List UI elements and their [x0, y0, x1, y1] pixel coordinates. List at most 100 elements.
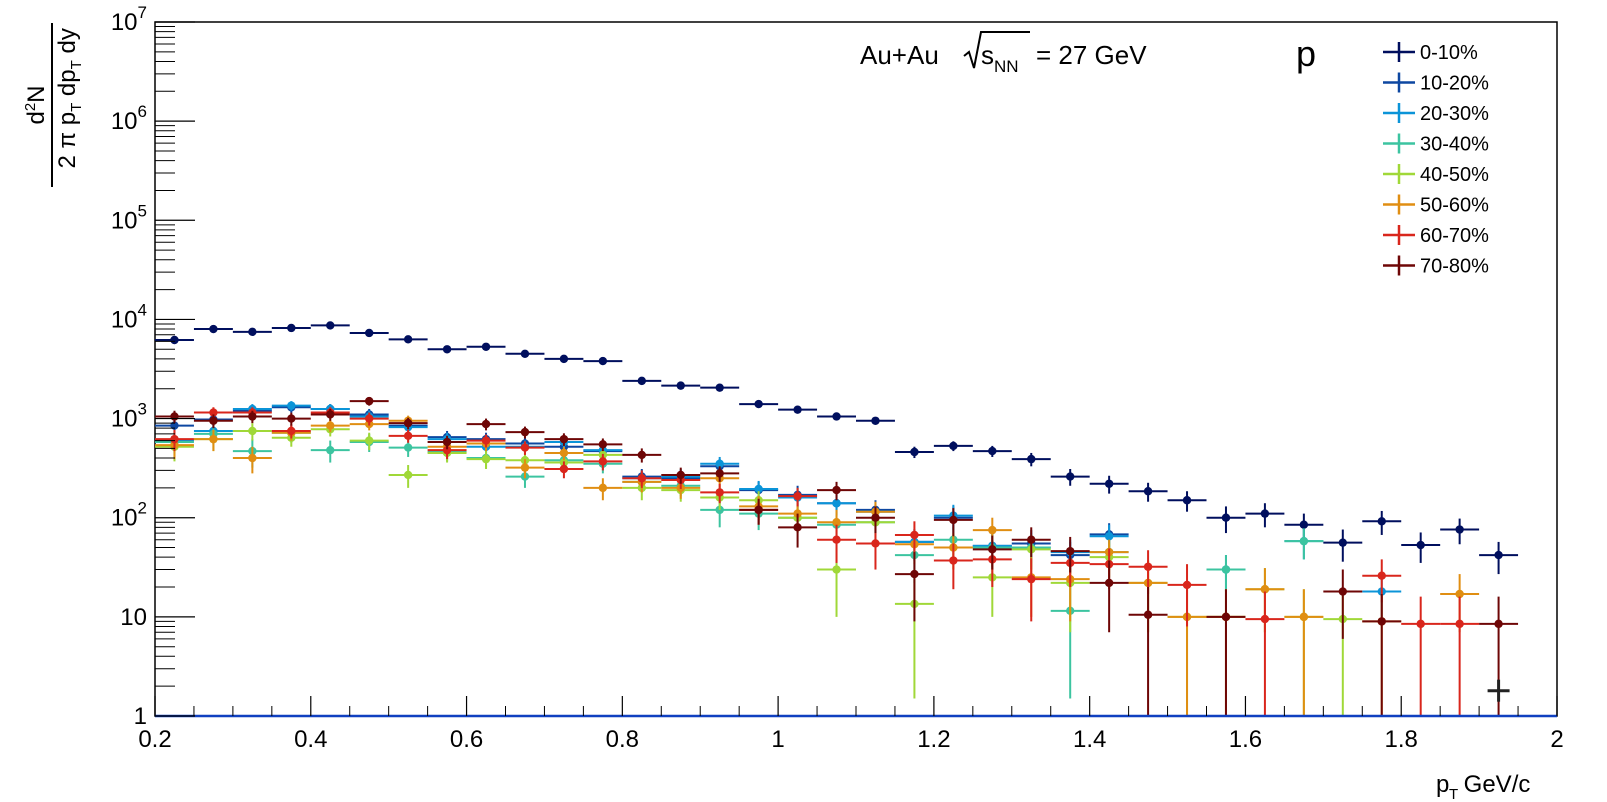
y-title-den-mid: dp	[54, 69, 81, 102]
data-point	[637, 376, 647, 386]
data-point	[326, 421, 335, 430]
data-point	[1338, 538, 1348, 547]
data-point	[248, 412, 257, 421]
data-point	[715, 488, 724, 497]
x-axis-title: p T GeV/c	[1436, 771, 1530, 802]
y-tick-exp: 2	[138, 499, 147, 518]
data-point	[1377, 571, 1386, 580]
data-point	[832, 535, 841, 544]
data-point	[287, 401, 296, 410]
data-point	[832, 499, 841, 508]
data-point	[871, 416, 880, 425]
y-tick-base: 10	[111, 207, 138, 234]
data-point	[832, 412, 841, 421]
data-point	[676, 470, 685, 480]
y-tick-base: 10	[111, 306, 138, 333]
data-point	[481, 342, 491, 351]
data-point	[910, 530, 919, 540]
data-point	[248, 426, 257, 436]
data-point	[832, 518, 841, 527]
series-40-50%	[155, 423, 1363, 716]
legend: 0-10% 10-20% 20-30% 30-40% 40-50% 50-60% 60-70…	[1383, 42, 1489, 278]
svg-text:d2N: d2N	[22, 85, 50, 124]
y-tick-base: 10	[111, 9, 138, 36]
energy-s: s	[981, 40, 994, 70]
data-point	[1416, 619, 1425, 629]
svg-text:2 π pT dpT dy: 2 π pT dpT dy	[54, 0, 85, 215]
data-point	[442, 437, 452, 447]
data-point	[1260, 585, 1270, 594]
data-point	[1299, 536, 1309, 546]
series-60-70%	[155, 407, 1480, 716]
data-point	[988, 545, 997, 554]
legend-item: 50-60%	[1383, 194, 1489, 217]
axes-layer: 0.2 0.4 0.6 0.8 1 1.2 1.4 1.6 1.8 211010210310410…	[111, 3, 1564, 753]
energy-value: = 27 GeV	[1036, 40, 1147, 70]
data-point	[1027, 535, 1036, 544]
data-point	[1143, 610, 1153, 619]
data-point	[209, 408, 218, 417]
data-point	[1455, 619, 1464, 629]
data-point	[832, 565, 841, 574]
data-point	[988, 525, 997, 535]
data-point	[364, 436, 374, 445]
data-point	[1455, 589, 1464, 599]
data-point	[481, 436, 491, 445]
sqrt-sign	[963, 31, 1030, 69]
data-point	[1299, 520, 1309, 529]
data-point	[481, 419, 491, 429]
x-tick-label: 1	[771, 726, 784, 753]
legend-label: 20-30%	[1420, 103, 1489, 125]
y-tick-label: 102	[111, 499, 147, 532]
legend-label: 70-80%	[1420, 256, 1489, 278]
y-tick-exp: 5	[138, 201, 147, 220]
y-tick-label: 103	[111, 400, 147, 433]
data-point	[520, 427, 530, 437]
data-point	[793, 491, 802, 501]
data-point	[676, 381, 685, 390]
data-point	[1221, 513, 1231, 522]
data-point	[637, 450, 647, 460]
y-title-d: d	[23, 111, 50, 124]
legend-label: 50-60%	[1420, 195, 1489, 217]
legend-item: 30-40%	[1383, 133, 1489, 156]
data-point	[1027, 454, 1036, 464]
y-axis-title: d2N 2 π pT dpT dy	[22, 0, 85, 215]
data-point	[598, 440, 608, 449]
data-point	[1260, 614, 1270, 624]
y-tick-label: 1	[134, 703, 147, 730]
y-tick-label: 107	[111, 3, 147, 36]
data-point	[949, 556, 958, 565]
extra-marker	[1487, 679, 1510, 702]
data-point	[209, 416, 218, 425]
data-point	[1027, 574, 1036, 584]
x-axis-title-sub: T	[1449, 786, 1458, 802]
data-point	[1065, 472, 1075, 481]
data-point	[287, 426, 296, 436]
data-point	[364, 414, 374, 423]
data-point	[754, 484, 763, 494]
data-point	[287, 414, 296, 423]
legend-item: 40-50%	[1383, 164, 1489, 186]
data-point	[1182, 496, 1192, 505]
data-point	[1260, 509, 1270, 518]
data-point	[520, 443, 530, 452]
y-tick-base: 10	[111, 108, 138, 135]
x-tick-label: 1.4	[1073, 726, 1106, 753]
data-point	[598, 457, 608, 466]
data-point	[793, 405, 802, 414]
data-point	[559, 464, 569, 474]
data-point	[170, 335, 179, 345]
data-point	[871, 539, 880, 548]
data-point	[832, 485, 841, 495]
legend-label: 30-40%	[1420, 134, 1489, 156]
data-point	[1494, 619, 1503, 629]
data-point	[1104, 578, 1114, 588]
data-point	[403, 335, 413, 344]
data-point	[1182, 580, 1192, 590]
data-point	[1416, 540, 1425, 550]
data-point	[287, 323, 296, 333]
y-tick-exp: 4	[138, 300, 147, 319]
data-point	[520, 349, 530, 359]
